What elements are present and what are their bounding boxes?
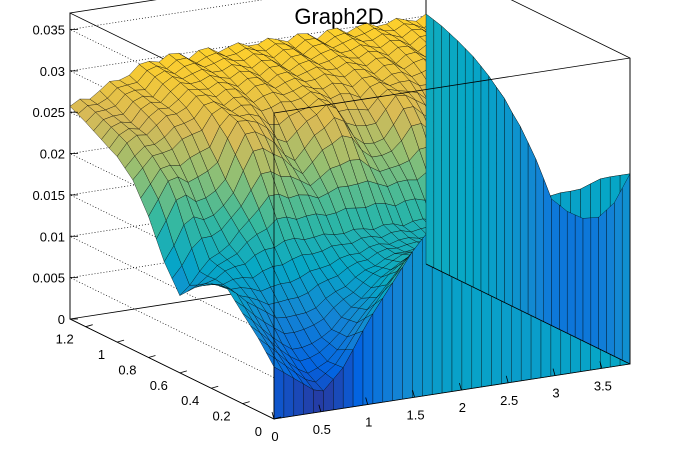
right-skirt-cell [480, 65, 489, 296]
y-tick-mark [242, 401, 250, 404]
right-skirt-cell [574, 214, 584, 342]
front-skirt-cell [313, 389, 324, 414]
right-skirt-cell [614, 188, 623, 361]
y-tick-mark [148, 355, 156, 358]
right-skirt-cell [551, 198, 560, 330]
frame-edge [273, 57, 631, 114]
y-tick-label: 1 [98, 347, 105, 362]
z-tick-label: 0 [58, 312, 65, 327]
right-skirt-cell [535, 158, 544, 322]
z-tick-label: 0.035 [32, 23, 65, 38]
right-skirt-cell [559, 204, 568, 334]
z-tick-label: 0.015 [32, 188, 65, 203]
x-tick-mark [412, 390, 415, 398]
x-tick-mark [505, 375, 509, 383]
z-tick-label: 0.03 [40, 64, 65, 79]
right-skirt-cell [457, 40, 466, 284]
y-axis-ticks: 0 0.2 0.4 0.6 0.8 1 1.2 [56, 324, 282, 439]
z-tick-label: 0.01 [40, 229, 65, 244]
right-skirt-cell [433, 19, 442, 272]
y-tick-label: 0.2 [213, 409, 231, 424]
right-skirt-cell [598, 209, 607, 353]
x-tick-mark [552, 368, 556, 376]
right-skirt-cell [465, 48, 474, 288]
frame-front [69, 57, 631, 420]
right-skirt-cell [527, 142, 536, 319]
front-skirt-cell [392, 266, 403, 401]
frame-edge [69, 318, 275, 420]
right-skirt-cell [425, 13, 434, 269]
y-tick-mark [116, 339, 125, 343]
front-skirt-cell [273, 366, 285, 420]
frame-edge [273, 363, 631, 420]
x-tick-label: 1 [365, 415, 372, 430]
x-tick-label: 1.5 [406, 407, 424, 422]
front-skirt-cell [283, 372, 294, 418]
right-skirt-cell [582, 217, 591, 346]
front-skirt-cell [402, 251, 413, 400]
right-skirt-cell [520, 126, 529, 315]
x-tick-label: 0 [271, 429, 278, 444]
right-skirt-cell [590, 217, 599, 349]
right-skirt-cell [567, 211, 576, 338]
right-skirt-cell [543, 178, 552, 326]
right-skirt-cell [512, 112, 521, 311]
y-tick-mark [85, 324, 93, 328]
y-tick-label: 0 [255, 424, 262, 439]
x-tick-label: 2.5 [500, 393, 518, 408]
y-tick-label: 0.4 [181, 393, 199, 408]
y-tick-label: 0.6 [150, 378, 168, 393]
x-tick-mark [365, 397, 369, 405]
y-tick-mark [179, 370, 187, 374]
x-tick-mark [599, 361, 603, 369]
right-skirt-cell [441, 25, 450, 276]
x-tick-label: 3 [552, 386, 559, 401]
right-skirt-cell [622, 173, 631, 365]
right-skirt-cell [449, 32, 458, 280]
x-tick-mark [458, 382, 462, 391]
x-tick-label: 3.5 [594, 378, 612, 393]
z-tick-label: 0.02 [40, 147, 65, 162]
x-tick-mark [318, 404, 322, 412]
y-tick-mark [211, 385, 219, 389]
front-skirt-cell [412, 238, 423, 398]
x-tick-label: 2 [459, 400, 466, 415]
front-skirt-cell [372, 297, 383, 404]
right-skirt-cell [496, 86, 505, 303]
y-tick-label: 1.2 [56, 332, 74, 347]
y-tick-mark [273, 416, 282, 420]
x-tick-mark [271, 411, 275, 420]
frame-edge [425, 263, 631, 365]
right-skirt-cell [606, 202, 615, 357]
z-tick-label: 0.025 [32, 105, 65, 120]
chart-title: Graph2D [294, 4, 383, 29]
right-skirt-cell [488, 75, 497, 299]
front-skirt-cell [293, 378, 304, 417]
z-axis-ticks: 0 0.005 0.01 0.015 0.02 0.025 0.03 0.035 [32, 23, 78, 327]
x-tick-label: 0.5 [313, 422, 331, 437]
z-gridline [68, 180, 427, 337]
x-axis-ticks: 0 0.5 1 1.5 2 2.5 3 3.5 [271, 361, 612, 444]
right-skirt-cell [504, 98, 513, 307]
y-tick-label: 0.8 [118, 362, 136, 377]
front-skirt-cell [382, 282, 393, 403]
z-gridline [68, 222, 427, 378]
surface-mesh [69, 13, 631, 420]
z-tick-label: 0.005 [32, 271, 65, 286]
right-skirt-cell [472, 56, 482, 292]
